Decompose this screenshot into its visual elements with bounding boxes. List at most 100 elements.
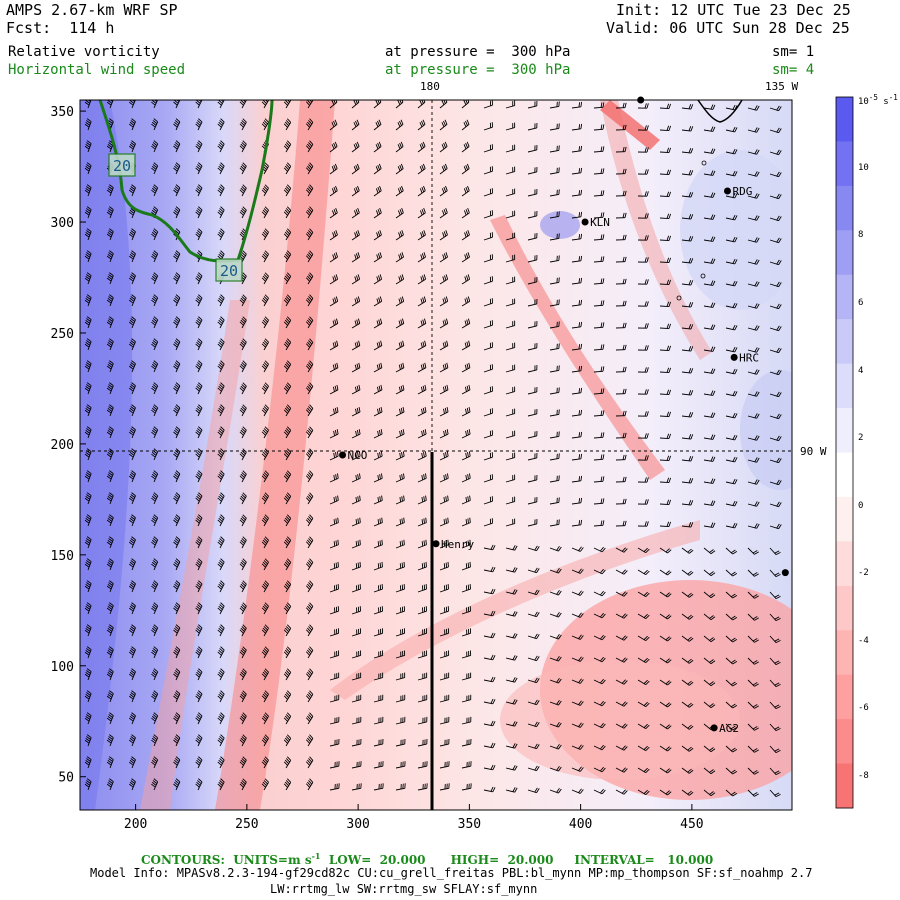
wind-barb bbox=[195, 514, 203, 527]
wind-barb bbox=[106, 338, 114, 351]
wind-barb bbox=[239, 382, 247, 395]
colorbar-label: 10 bbox=[858, 163, 869, 173]
wind-barb bbox=[239, 118, 247, 131]
wind-barb bbox=[329, 406, 339, 417]
wind-barb bbox=[615, 498, 627, 505]
wind-barb bbox=[571, 568, 584, 574]
wind-barb bbox=[681, 789, 694, 796]
wind-barb bbox=[351, 274, 361, 285]
station-dot bbox=[339, 451, 347, 459]
wind-barb bbox=[747, 547, 759, 555]
wind-barb bbox=[84, 668, 92, 681]
wind-barb bbox=[593, 476, 605, 483]
colorbar: 10 8 6 4 2 0 -2 -4 -6 -8 bbox=[835, 96, 869, 809]
wind-barb bbox=[571, 409, 583, 417]
wind-barb bbox=[747, 657, 759, 665]
wind-barb bbox=[571, 722, 584, 728]
wind-barb bbox=[703, 236, 716, 242]
wind-barb bbox=[261, 690, 269, 703]
wind-barb bbox=[681, 213, 694, 220]
wind-barb bbox=[593, 344, 605, 351]
wind-barb bbox=[505, 496, 516, 505]
wind-barb bbox=[769, 745, 781, 754]
wind-barb bbox=[329, 694, 340, 703]
wind-barb bbox=[681, 279, 694, 286]
wind-barb bbox=[329, 384, 339, 395]
wind-barb bbox=[151, 668, 159, 681]
wind-barb bbox=[329, 100, 338, 109]
wind-barb bbox=[106, 404, 114, 417]
wind-barb bbox=[483, 496, 493, 505]
wind-barb bbox=[747, 435, 760, 441]
wind-barb bbox=[549, 700, 562, 706]
wind-barb bbox=[527, 276, 538, 285]
wind-barb bbox=[417, 761, 428, 769]
wind-barb bbox=[195, 778, 203, 791]
wind-barb bbox=[417, 163, 426, 175]
wind-barb bbox=[283, 602, 292, 615]
wind-barb bbox=[261, 580, 269, 593]
wind-barb bbox=[84, 316, 92, 329]
wind-barb bbox=[106, 382, 114, 395]
wind-barb bbox=[195, 360, 203, 373]
colorbar-segment bbox=[836, 541, 853, 587]
station-label: KLN bbox=[590, 216, 610, 229]
wind-barb bbox=[305, 778, 314, 791]
wind-barb bbox=[417, 473, 427, 483]
wind-barb bbox=[239, 492, 247, 505]
wind-barb bbox=[747, 281, 760, 287]
wind-barb bbox=[373, 495, 383, 505]
wind-barb bbox=[725, 701, 738, 709]
wind-barb bbox=[659, 169, 672, 176]
wind-barb bbox=[283, 140, 292, 153]
wind-barb bbox=[747, 789, 759, 797]
wind-barb bbox=[106, 558, 114, 571]
wind-barb bbox=[239, 338, 247, 351]
wind-barb bbox=[439, 185, 448, 197]
wind-barb bbox=[549, 277, 560, 285]
wind-barb bbox=[239, 404, 247, 417]
wind-barb bbox=[593, 124, 605, 131]
wind-barb bbox=[527, 430, 538, 439]
wind-barb bbox=[461, 252, 470, 263]
wind-barb bbox=[703, 767, 716, 775]
wind-barb bbox=[505, 787, 518, 793]
wind-barb bbox=[373, 274, 383, 285]
wind-barb bbox=[195, 426, 203, 439]
wind-barb bbox=[239, 712, 247, 725]
wind-barb bbox=[329, 783, 340, 791]
wind-barb bbox=[305, 668, 314, 681]
colorbar-segment bbox=[836, 363, 853, 409]
wind-barb bbox=[483, 786, 496, 793]
wind-barb bbox=[151, 206, 159, 219]
wind-barb bbox=[461, 694, 472, 703]
wind-barb bbox=[417, 318, 427, 329]
wind-barb bbox=[747, 745, 759, 753]
wind-barb bbox=[769, 723, 781, 732]
wind-barb bbox=[151, 272, 159, 285]
wind-barb bbox=[527, 452, 538, 461]
wind-barb bbox=[84, 228, 92, 241]
wind-barb bbox=[106, 756, 114, 769]
wind-barb bbox=[505, 232, 516, 241]
wind-barb bbox=[483, 764, 496, 771]
wind-barb bbox=[151, 558, 159, 571]
wind-barb bbox=[151, 536, 159, 549]
wind-barb bbox=[483, 742, 496, 749]
wind-barb bbox=[571, 343, 583, 351]
wind-barb bbox=[173, 382, 181, 395]
wind-barb bbox=[725, 547, 738, 555]
wind-barb bbox=[239, 734, 247, 747]
wind-barb bbox=[593, 366, 605, 373]
wind-barb bbox=[395, 517, 405, 527]
wind-barb bbox=[703, 500, 716, 506]
wind-barb bbox=[659, 345, 672, 352]
wind-barb bbox=[549, 634, 562, 640]
wind-barb bbox=[703, 569, 716, 577]
wind-barb bbox=[461, 761, 472, 769]
wind-barb bbox=[527, 677, 540, 684]
wind-barb bbox=[461, 473, 471, 483]
wind-barb bbox=[417, 274, 427, 285]
wind-barb bbox=[659, 235, 672, 242]
wind-barb bbox=[195, 624, 203, 637]
